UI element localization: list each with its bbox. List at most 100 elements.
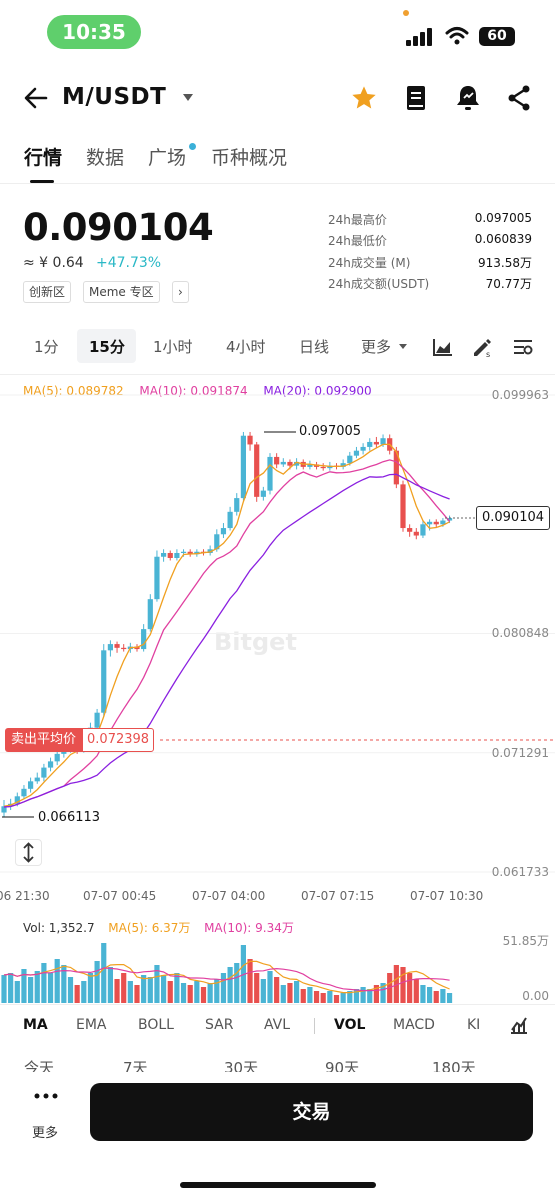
candle-body xyxy=(440,520,446,525)
volume-bar xyxy=(134,985,140,1003)
interval-1m[interactable]: 1分 xyxy=(34,338,59,356)
share-icon[interactable] xyxy=(506,84,532,112)
indicator-boll[interactable]: BOLL xyxy=(138,1017,174,1033)
indicator-avl[interactable]: AVL xyxy=(264,1017,291,1033)
volume-bar xyxy=(94,961,100,1003)
tag-innovation-zone[interactable]: 创新区 xyxy=(23,281,72,303)
range-180d[interactable]: 180天 xyxy=(432,1059,476,1073)
candle-body xyxy=(280,461,286,465)
indicator-macd[interactable]: MACD xyxy=(393,1017,435,1033)
chevron-down-icon[interactable] xyxy=(183,94,193,101)
volume-bar xyxy=(280,985,286,1003)
price-alert-bell-icon[interactable] xyxy=(455,84,481,112)
volume-bar xyxy=(420,985,426,1003)
current-price-tag[interactable]: 0.090104 xyxy=(476,506,550,530)
candle-body xyxy=(413,531,419,536)
chart-area-icon[interactable] xyxy=(432,337,454,357)
candle-body xyxy=(154,556,160,600)
indicator-settings-icon[interactable] xyxy=(509,1015,529,1035)
volume-chart xyxy=(1,943,453,1003)
status-time: 10:35 xyxy=(47,15,141,49)
volume-bar xyxy=(373,985,379,1003)
sell-average-marker[interactable]: 卖出平均价 0.072398 xyxy=(5,728,155,752)
x-axis-label: 06 21:30 xyxy=(0,889,50,903)
tab-data[interactable]: 数据 xyxy=(86,147,125,169)
interval-4h[interactable]: 4小时 xyxy=(226,338,266,356)
indicator-sar[interactable]: SAR xyxy=(205,1017,234,1033)
tag-more-chevron[interactable]: › xyxy=(172,281,189,303)
candle-body xyxy=(141,629,147,650)
star-icon[interactable] xyxy=(350,84,378,112)
volume-bar xyxy=(87,973,94,1003)
expand-vertical-icon xyxy=(23,842,34,863)
volume-bar xyxy=(114,979,120,1003)
volume-bar xyxy=(47,973,54,1003)
trade-button[interactable]: 交易 xyxy=(90,1083,533,1141)
volume-bar xyxy=(353,989,360,1003)
candle-body xyxy=(420,524,426,536)
draw-tool-icon[interactable]: s xyxy=(471,336,493,358)
candle-body xyxy=(94,712,100,728)
volume-bar xyxy=(407,973,413,1003)
indicator-vol[interactable]: VOL xyxy=(334,1017,366,1033)
volume-bar xyxy=(313,991,320,1003)
volume-bar xyxy=(127,981,133,1003)
candle-body xyxy=(274,456,280,465)
tab-market[interactable]: 行情 xyxy=(24,147,63,169)
range-7d[interactable]: 7天 xyxy=(123,1059,148,1073)
indicator-ma[interactable]: MA xyxy=(23,1017,48,1033)
interval-1d[interactable]: 日线 xyxy=(299,338,330,356)
candle-body xyxy=(121,647,127,650)
volume-bar xyxy=(61,965,67,1003)
bottom-bar: 更多 交易 xyxy=(0,1072,555,1200)
volume-bar xyxy=(247,959,253,1003)
indicator-ema[interactable]: EMA xyxy=(76,1017,107,1033)
range-bar: 今天 7天 30天 90天 180天 xyxy=(0,1057,555,1073)
candlestick-chart[interactable] xyxy=(0,380,555,910)
indicator-kdj[interactable]: KI xyxy=(467,1017,481,1033)
candle-body xyxy=(220,528,227,535)
volume-bar xyxy=(427,987,433,1003)
range-90d[interactable]: 90天 xyxy=(325,1059,360,1073)
more-dots-icon[interactable] xyxy=(34,1092,58,1100)
range-30d[interactable]: 30天 xyxy=(224,1059,259,1073)
volume-bar xyxy=(207,983,213,1003)
sell-average-price: 0.072398 xyxy=(82,728,155,752)
interval-15m[interactable]: 15分 xyxy=(89,338,125,356)
candle-body xyxy=(260,490,266,497)
interval-more[interactable]: 更多 xyxy=(361,338,392,356)
interval-1h[interactable]: 1小时 xyxy=(153,338,193,356)
candle-body xyxy=(247,435,253,445)
candle-body xyxy=(360,446,366,451)
volume-y-max: 51.85万 xyxy=(502,934,549,948)
book-icon[interactable] xyxy=(404,84,428,112)
volume-y-min: 0.00 xyxy=(522,989,549,1003)
range-today[interactable]: 今天 xyxy=(24,1059,55,1073)
candle-body xyxy=(254,444,260,497)
candle-body xyxy=(101,650,107,713)
candle-body xyxy=(207,549,213,553)
chevron-down-icon[interactable] xyxy=(399,344,407,349)
header: M/USDT xyxy=(0,80,555,120)
more-label[interactable]: 更多 xyxy=(32,1126,59,1141)
candle-body xyxy=(433,521,439,525)
back-arrow-icon[interactable] xyxy=(22,84,50,112)
pair-title[interactable]: M/USDT xyxy=(62,84,167,110)
stat-volume-label: 24h成交量 (M) xyxy=(328,256,411,270)
candle-body xyxy=(367,441,373,447)
tab-square[interactable]: 广场 xyxy=(148,147,187,169)
bitget-watermark: Bitget xyxy=(214,628,297,656)
chart-settings-icon[interactable] xyxy=(512,337,534,357)
expand-vertical-button[interactable] xyxy=(15,839,42,866)
candle-body xyxy=(353,450,360,456)
ma10-line xyxy=(3,459,451,808)
candle-body xyxy=(21,788,27,797)
tag-meme-zone[interactable]: Meme 专区 xyxy=(83,281,160,303)
candle-body xyxy=(393,450,399,485)
indicator-separator xyxy=(314,1018,315,1034)
low-price-annotation: 0.066113 xyxy=(38,810,101,825)
tab-coin-overview[interactable]: 币种概况 xyxy=(211,147,288,169)
candle-body xyxy=(400,484,406,529)
candle-body xyxy=(107,644,113,651)
candle-body xyxy=(167,552,173,558)
